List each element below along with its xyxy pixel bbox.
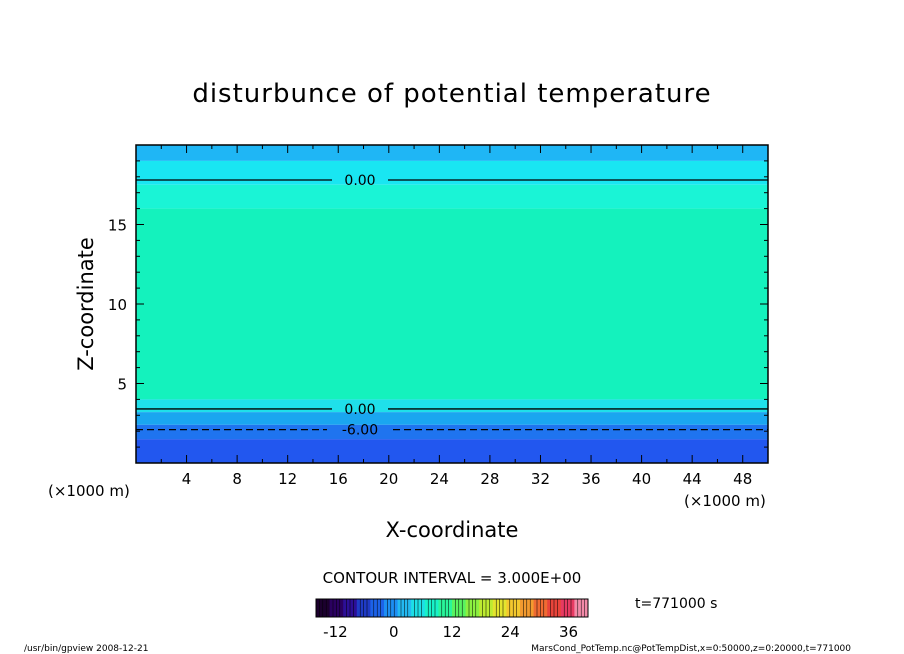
field-band	[136, 399, 768, 413]
field-band	[136, 424, 768, 440]
contour-interval: CONTOUR INTERVAL = 3.000E+00	[323, 569, 582, 587]
x-tick-label: 8	[232, 470, 242, 488]
colorbar-tick-label: 12	[442, 623, 461, 641]
field-band	[136, 145, 768, 161]
x-tick-label: 40	[632, 470, 651, 488]
field-band	[136, 208, 768, 400]
colorbar-frame	[315, 598, 589, 618]
y-axis-ticks: 5 10 15	[108, 144, 768, 464]
time-label: t=771000 s	[635, 596, 717, 612]
contour-label: 0.00	[344, 173, 375, 189]
x-tick-label: 4	[182, 470, 192, 488]
colorbar-swatch	[465, 599, 480, 617]
x-tick-label: 44	[683, 470, 702, 488]
x-tick-label: 48	[733, 470, 752, 488]
x-axis-label: X-coordinate	[386, 518, 519, 542]
colorbar	[316, 599, 589, 617]
y-tick-label: 5	[117, 376, 127, 394]
field-band	[136, 160, 768, 185]
contour-label: -6.00	[342, 423, 378, 439]
y-tick-label: 15	[108, 217, 127, 235]
colorbar-ticks: -12 0 12 24 36	[323, 623, 578, 641]
field-band	[136, 184, 768, 209]
contour-lines: 0.00 0.00 -6.00	[136, 173, 768, 439]
x-unit-right: (×1000 m)	[684, 492, 766, 510]
field-band	[136, 412, 768, 425]
x-tick-label: 28	[480, 470, 499, 488]
footer-left: /usr/bin/gpview 2008-12-21	[24, 644, 148, 654]
colorbar-swatch	[329, 599, 344, 617]
y-tick-label: 10	[108, 296, 127, 314]
field-band	[136, 439, 768, 463]
colorbar-tick-label: 0	[389, 623, 399, 641]
x-tick-label: 36	[581, 470, 600, 488]
chart-title: disturbunce of potential temperature	[192, 79, 711, 109]
colorbar-tick-label: -12	[323, 623, 348, 641]
x-tick-label: 32	[531, 470, 550, 488]
x-tick-label: 20	[379, 470, 398, 488]
contour-label: 0.00	[344, 402, 375, 418]
colorbar-tick-label: 24	[501, 623, 520, 641]
colorbar-swatch	[397, 599, 412, 617]
x-tick-label: 24	[430, 470, 449, 488]
footer-right: MarsCond_PotTemp.nc@PotTempDist,x=0:5000…	[531, 644, 851, 654]
x-tick-label: 12	[278, 470, 297, 488]
temperature-field	[136, 145, 768, 463]
x-axis-ticks: 4 8 12 16 20 24 28 32 36 40 44 48	[135, 145, 769, 488]
colorbar-tick-label: 36	[559, 623, 578, 641]
y-axis-label: Z-coordinate	[74, 237, 98, 371]
x-unit-left: (×1000 m)	[48, 482, 130, 500]
x-tick-label: 16	[329, 470, 348, 488]
